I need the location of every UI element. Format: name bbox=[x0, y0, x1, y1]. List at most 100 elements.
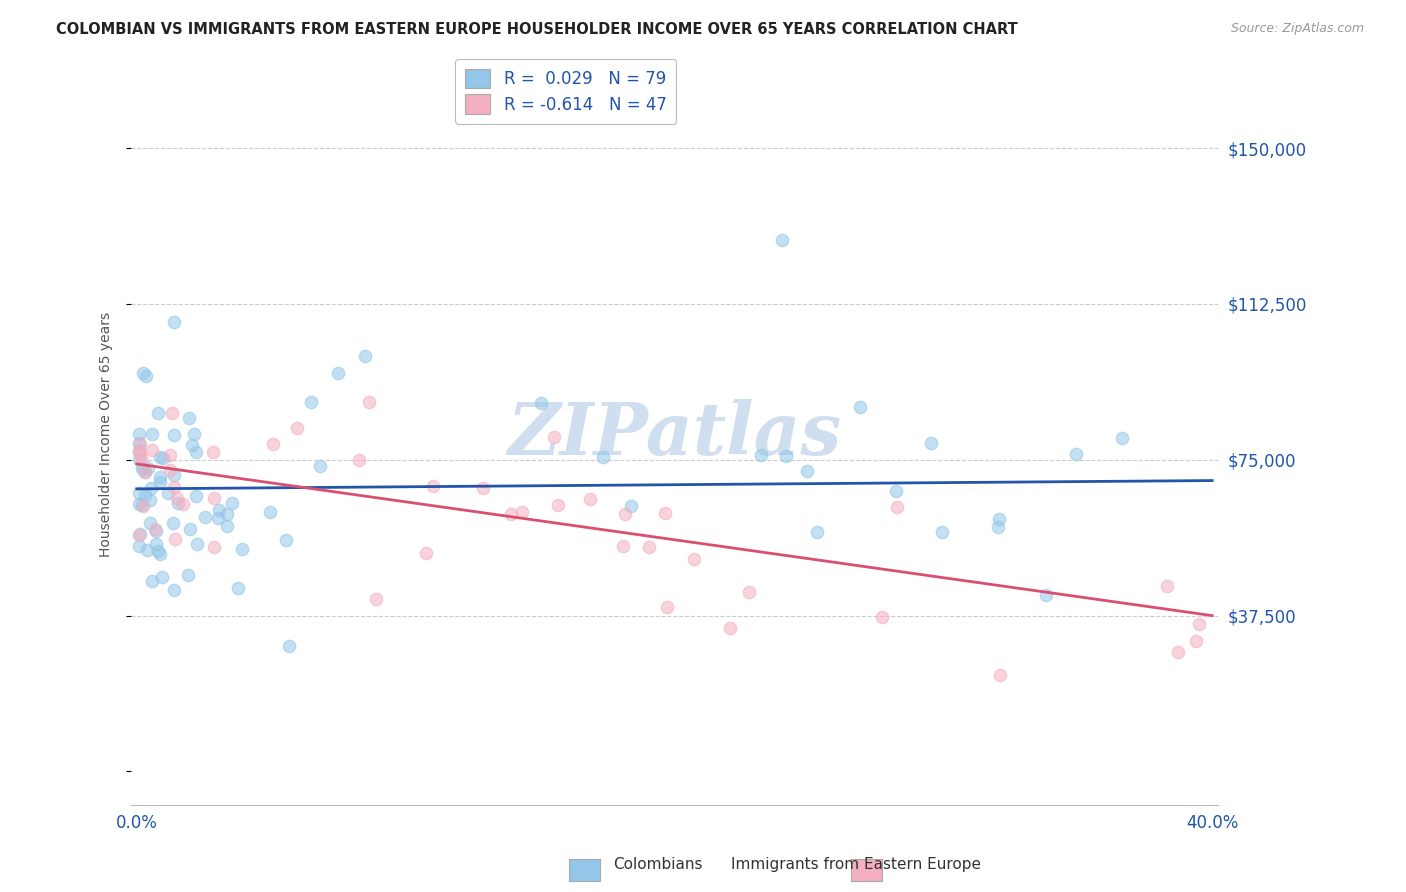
Y-axis label: Householder Income Over 65 years: Householder Income Over 65 years bbox=[100, 312, 114, 558]
Point bbox=[145, 524, 167, 538]
Point bbox=[231, 542, 253, 557]
Point bbox=[143, 522, 166, 536]
Point bbox=[683, 552, 706, 566]
Point bbox=[176, 568, 198, 582]
Point bbox=[920, 436, 942, 450]
Point bbox=[872, 610, 894, 624]
Point bbox=[128, 452, 150, 467]
Point bbox=[186, 537, 208, 551]
Point bbox=[159, 463, 181, 477]
Legend: R =  0.029   N = 79, R = -0.614   N = 47: R = 0.029 N = 79, R = -0.614 N = 47 bbox=[456, 59, 676, 124]
Point bbox=[592, 450, 614, 464]
Point bbox=[179, 411, 201, 425]
Point bbox=[184, 444, 207, 458]
Point bbox=[1188, 616, 1211, 631]
Point bbox=[987, 520, 1010, 534]
Point bbox=[132, 366, 155, 380]
Point bbox=[128, 539, 150, 553]
Point bbox=[141, 574, 163, 588]
Point bbox=[134, 488, 156, 502]
Point bbox=[131, 461, 153, 475]
Point bbox=[202, 541, 225, 555]
Point bbox=[775, 450, 797, 464]
Point bbox=[163, 583, 186, 598]
Point bbox=[655, 600, 678, 615]
Point bbox=[299, 395, 322, 409]
Point bbox=[163, 428, 186, 442]
Text: Immigrants from Eastern Europe: Immigrants from Eastern Europe bbox=[731, 857, 981, 872]
Point bbox=[1156, 579, 1178, 593]
Point bbox=[770, 233, 793, 247]
Point bbox=[131, 452, 153, 467]
Point bbox=[215, 508, 238, 522]
Point bbox=[1064, 447, 1087, 461]
Point bbox=[157, 485, 180, 500]
Point bbox=[131, 498, 153, 512]
Point bbox=[578, 492, 600, 507]
Point bbox=[543, 430, 565, 444]
Point bbox=[221, 496, 243, 510]
Point bbox=[183, 427, 205, 442]
Text: Colombians: Colombians bbox=[613, 857, 703, 872]
Point bbox=[134, 465, 156, 479]
Point bbox=[987, 511, 1010, 525]
Point bbox=[134, 465, 156, 479]
Point bbox=[162, 480, 184, 494]
Point bbox=[259, 505, 281, 519]
Point bbox=[149, 547, 172, 561]
Point bbox=[129, 526, 152, 541]
Point bbox=[274, 533, 297, 548]
Point bbox=[751, 448, 773, 462]
Point bbox=[501, 507, 523, 521]
Point bbox=[654, 506, 676, 520]
Point bbox=[354, 349, 377, 363]
Point bbox=[194, 510, 217, 524]
Point bbox=[931, 524, 953, 539]
Point bbox=[988, 667, 1011, 681]
Point bbox=[149, 470, 172, 484]
Point bbox=[132, 462, 155, 476]
Point bbox=[163, 468, 186, 483]
Text: Source: ZipAtlas.com: Source: ZipAtlas.com bbox=[1230, 22, 1364, 36]
Point bbox=[163, 532, 186, 546]
Point bbox=[308, 459, 330, 474]
Point bbox=[638, 541, 661, 555]
Point bbox=[162, 406, 184, 420]
Point bbox=[510, 505, 533, 519]
Point bbox=[145, 537, 167, 551]
Point bbox=[136, 543, 159, 558]
Point bbox=[718, 621, 741, 635]
Point bbox=[285, 420, 308, 434]
Point bbox=[207, 502, 229, 516]
Point bbox=[613, 507, 636, 521]
Point bbox=[141, 443, 163, 458]
Point bbox=[128, 497, 150, 511]
Point bbox=[146, 406, 169, 420]
Point bbox=[612, 539, 634, 553]
Point bbox=[172, 497, 194, 511]
Point bbox=[181, 437, 204, 451]
Point bbox=[129, 437, 152, 451]
Point bbox=[166, 491, 188, 505]
Point bbox=[202, 491, 225, 506]
Point bbox=[184, 489, 207, 503]
Point bbox=[149, 475, 172, 490]
Point bbox=[129, 447, 152, 461]
Point bbox=[139, 516, 162, 530]
Point bbox=[128, 445, 150, 459]
Point bbox=[163, 315, 186, 329]
Point bbox=[364, 592, 387, 607]
Point bbox=[149, 450, 172, 465]
Point bbox=[415, 546, 437, 560]
Point bbox=[128, 442, 150, 457]
Point bbox=[128, 435, 150, 450]
Point bbox=[226, 581, 249, 595]
Point bbox=[530, 396, 553, 410]
Point bbox=[159, 448, 181, 462]
Point bbox=[141, 426, 163, 441]
Point bbox=[328, 366, 350, 380]
Point bbox=[848, 400, 870, 414]
Point bbox=[262, 437, 284, 451]
Point bbox=[128, 486, 150, 500]
Text: ZIPatlas: ZIPatlas bbox=[508, 400, 842, 470]
